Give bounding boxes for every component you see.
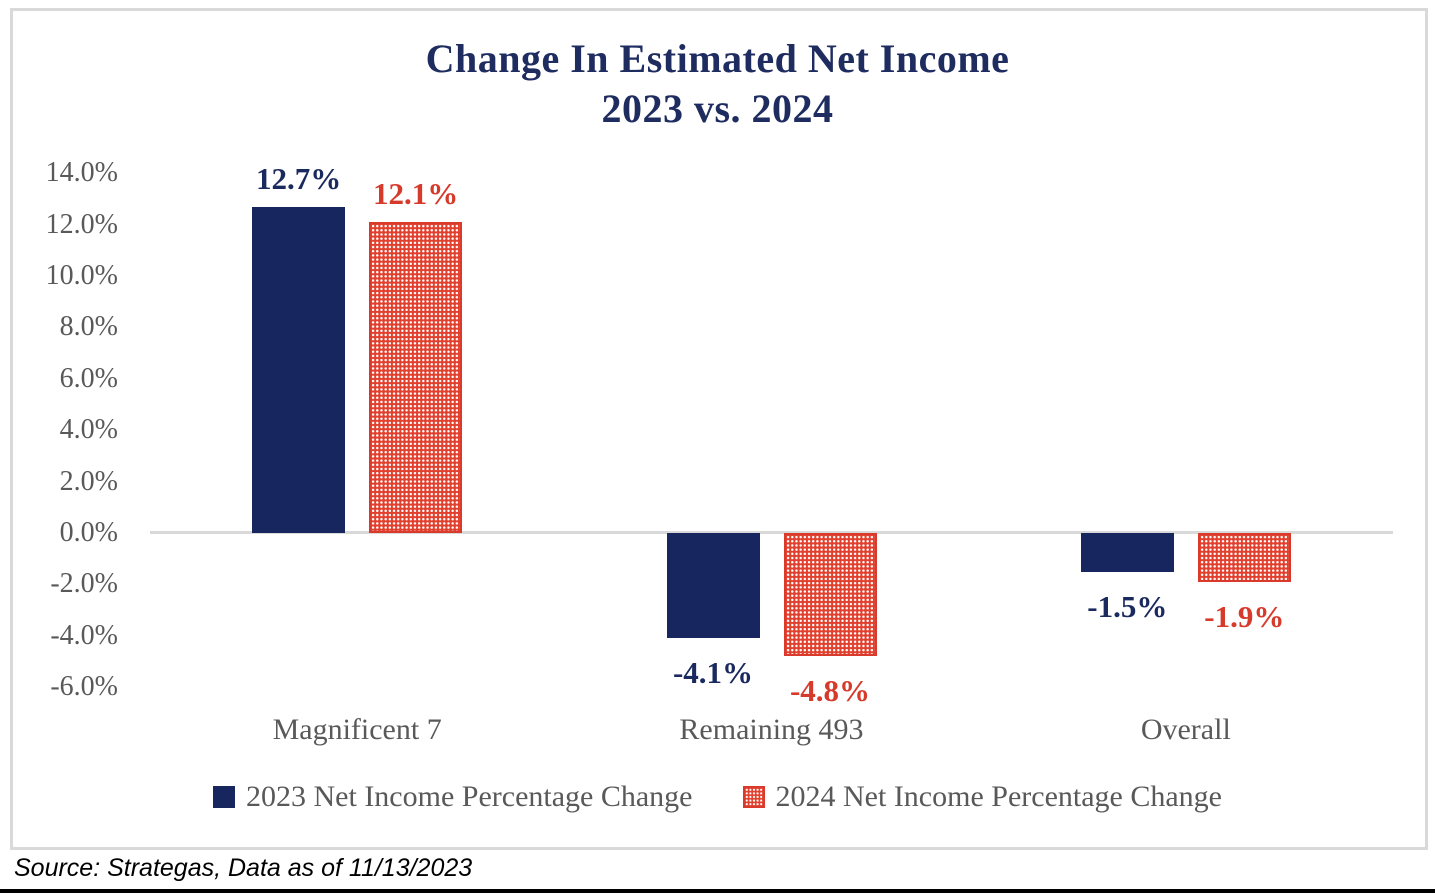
bar-value-label-2024-magnificent-7: 12.1%: [373, 176, 459, 212]
bar-2024-magnificent-7: [369, 222, 463, 533]
bar-2024-overall: [1197, 533, 1291, 582]
x-category-label-magnificent-7: Magnificent 7: [272, 713, 442, 746]
x-category-label-overall: Overall: [1140, 713, 1231, 746]
bar-2024-remaining-493: [783, 533, 877, 657]
legend: 2023 Net Income Percentage Change 2024 N…: [0, 780, 1435, 814]
y-tick-label--4.0: -4.0%: [50, 619, 118, 651]
legend-label-2024: 2024 Net Income Percentage Change: [775, 780, 1223, 813]
y-tick-label-0.0: 0.0%: [59, 517, 118, 548]
legend-swatch-2024: [742, 786, 765, 808]
bar-value-label-2023-remaining-493: -4.1%: [672, 655, 754, 691]
y-tick-label-8.0: 8.0%: [59, 311, 118, 343]
chart-subtitle: 2023 vs. 2024: [601, 86, 834, 131]
source-note: Source: Strategas, Data as of 11/13/2023: [14, 854, 473, 882]
chart-title: Change In Estimated Net Income: [425, 36, 1010, 81]
legend-item-2023: 2023 Net Income Percentage Change: [213, 780, 693, 814]
bar-value-label-2024-remaining-493: -4.8%: [789, 673, 871, 709]
bar-value-label-2023-overall: -1.5%: [1087, 588, 1168, 624]
bar-value-label-2024-overall: -1.9%: [1204, 598, 1285, 634]
legend-item-2024: 2024 Net Income Percentage Change: [742, 780, 1223, 814]
y-tick-label-12.0: 12.0%: [45, 208, 118, 240]
legend-swatch-2023: [213, 786, 235, 808]
chart-border-box: [10, 8, 1428, 850]
legend-label-2023: 2023 Net Income Percentage Change: [246, 780, 693, 813]
bar-2023-overall: [1080, 533, 1174, 572]
bar-2023-remaining-493: [666, 533, 760, 639]
y-tick-label-2.0: 2.0%: [59, 465, 118, 497]
y-tick-label--2.0: -2.0%: [50, 568, 118, 600]
zero-gridline: [150, 531, 1393, 534]
y-tick-label-14.0: 14.0%: [45, 157, 118, 189]
bar-value-label-2023-magnificent-7: 12.7%: [256, 160, 342, 196]
bar-2023-magnificent-7: [252, 206, 346, 533]
y-tick-label-6.0: 6.0%: [59, 362, 118, 394]
chart-title-block: Change In Estimated Net Income 2023 vs. …: [0, 34, 1435, 134]
y-tick-label-10.0: 10.0%: [45, 260, 118, 291]
x-category-label-remaining-493: Remaining 493: [679, 713, 864, 746]
bottom-border: [0, 889, 1435, 893]
y-tick-label--6.0: -6.0%: [50, 671, 118, 703]
y-tick-label-4.0: 4.0%: [59, 414, 118, 446]
